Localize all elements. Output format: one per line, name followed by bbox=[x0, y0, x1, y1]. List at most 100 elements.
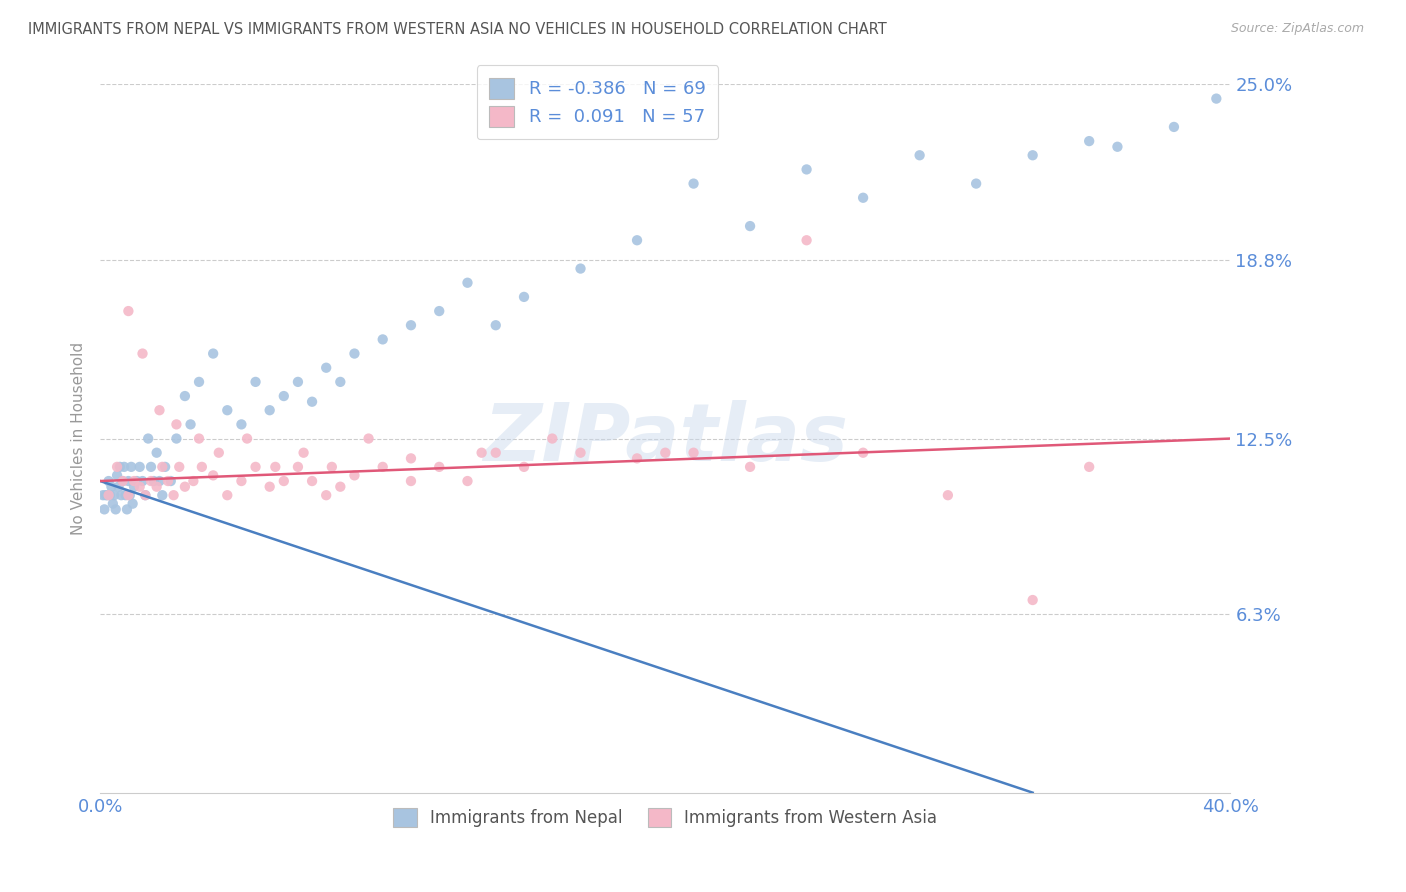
Point bbox=[329, 375, 352, 389]
Point bbox=[1107, 140, 1129, 154]
Point bbox=[128, 459, 150, 474]
Point bbox=[121, 497, 143, 511]
Point bbox=[162, 488, 184, 502]
Point bbox=[329, 480, 352, 494]
Point bbox=[1021, 593, 1043, 607]
Point bbox=[456, 474, 478, 488]
Point bbox=[513, 459, 536, 474]
Point bbox=[292, 446, 315, 460]
Point bbox=[371, 459, 394, 474]
Point bbox=[94, 488, 117, 502]
Point bbox=[273, 389, 295, 403]
Point bbox=[117, 304, 139, 318]
Point bbox=[128, 480, 150, 494]
Point bbox=[287, 459, 309, 474]
Point bbox=[626, 451, 648, 466]
Point bbox=[114, 488, 136, 502]
Point bbox=[357, 432, 380, 446]
Point bbox=[371, 332, 394, 346]
Point bbox=[120, 459, 142, 474]
Point bbox=[112, 459, 135, 474]
Point bbox=[259, 480, 281, 494]
Point bbox=[569, 261, 592, 276]
Point bbox=[165, 417, 187, 432]
Point bbox=[139, 459, 162, 474]
Point bbox=[1078, 459, 1101, 474]
Point bbox=[315, 488, 337, 502]
Point bbox=[908, 148, 931, 162]
Point bbox=[245, 375, 267, 389]
Point bbox=[343, 468, 366, 483]
Point bbox=[427, 459, 450, 474]
Point bbox=[485, 318, 508, 333]
Point bbox=[165, 432, 187, 446]
Point bbox=[217, 403, 239, 417]
Point bbox=[231, 417, 253, 432]
Point bbox=[153, 459, 176, 474]
Point bbox=[738, 459, 761, 474]
Point bbox=[131, 346, 153, 360]
Point bbox=[101, 497, 124, 511]
Point bbox=[682, 177, 704, 191]
Point bbox=[264, 459, 287, 474]
Point bbox=[513, 290, 536, 304]
Point bbox=[1021, 148, 1043, 162]
Point bbox=[202, 468, 225, 483]
Point bbox=[485, 446, 508, 460]
Point bbox=[188, 375, 211, 389]
Point bbox=[134, 488, 156, 502]
Point bbox=[399, 474, 422, 488]
Point bbox=[134, 488, 156, 502]
Point bbox=[98, 488, 121, 502]
Point bbox=[1078, 134, 1101, 148]
Point bbox=[399, 451, 422, 466]
Point bbox=[936, 488, 959, 502]
Point bbox=[122, 480, 145, 494]
Point bbox=[100, 480, 122, 494]
Point bbox=[301, 394, 323, 409]
Point bbox=[156, 474, 179, 488]
Point bbox=[852, 191, 875, 205]
Point bbox=[96, 488, 118, 502]
Point bbox=[110, 488, 132, 502]
Point bbox=[796, 162, 818, 177]
Point bbox=[118, 488, 141, 502]
Point bbox=[245, 459, 267, 474]
Point bbox=[1205, 92, 1227, 106]
Point bbox=[682, 446, 704, 460]
Point bbox=[471, 446, 494, 460]
Text: Source: ZipAtlas.com: Source: ZipAtlas.com bbox=[1230, 22, 1364, 36]
Point bbox=[105, 459, 128, 474]
Point bbox=[174, 480, 197, 494]
Point bbox=[427, 304, 450, 318]
Point bbox=[159, 474, 181, 488]
Point bbox=[287, 375, 309, 389]
Point bbox=[104, 502, 127, 516]
Point bbox=[145, 446, 167, 460]
Point bbox=[456, 276, 478, 290]
Point bbox=[139, 474, 162, 488]
Point bbox=[1163, 120, 1185, 134]
Point bbox=[259, 403, 281, 417]
Point bbox=[103, 488, 125, 502]
Point bbox=[142, 474, 165, 488]
Point bbox=[188, 432, 211, 446]
Point bbox=[150, 488, 173, 502]
Point bbox=[97, 488, 120, 502]
Point bbox=[236, 432, 259, 446]
Point bbox=[93, 502, 115, 516]
Point bbox=[343, 346, 366, 360]
Point bbox=[125, 474, 148, 488]
Point bbox=[91, 488, 114, 502]
Point bbox=[796, 233, 818, 247]
Point bbox=[301, 474, 323, 488]
Point bbox=[180, 417, 202, 432]
Point bbox=[145, 480, 167, 494]
Point bbox=[148, 403, 170, 417]
Point bbox=[111, 474, 134, 488]
Point bbox=[108, 459, 131, 474]
Point bbox=[569, 446, 592, 460]
Point bbox=[654, 446, 676, 460]
Legend: Immigrants from Nepal, Immigrants from Western Asia: Immigrants from Nepal, Immigrants from W… bbox=[387, 801, 943, 834]
Point bbox=[131, 474, 153, 488]
